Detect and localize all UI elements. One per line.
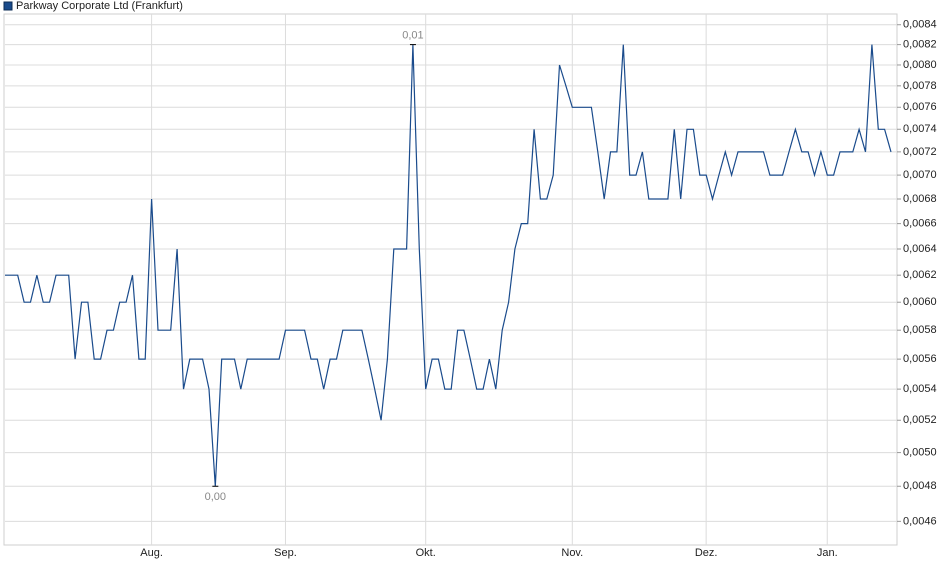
y-tick-label: 0,0068 (903, 193, 937, 205)
y-tick-label: 0,0060 (903, 296, 937, 308)
legend-swatch (3, 1, 13, 11)
y-tick-label: 0,0064 (903, 243, 937, 255)
y-tick-label: 0,0082 (903, 39, 937, 51)
y-tick-label: 0,0076 (903, 101, 937, 113)
y-tick-label: 0,0052 (903, 414, 937, 426)
y-tick-label: 0,0066 (903, 218, 937, 230)
x-tick-label: Sep. (274, 547, 297, 559)
value-label: 0,00 (205, 491, 226, 503)
y-tick-label: 0,0070 (903, 169, 937, 181)
value-label: 0,01 (402, 30, 423, 42)
y-tick-label: 0,0048 (903, 480, 937, 492)
y-tick-label: 0,0054 (903, 383, 937, 395)
y-tick-label: 0,0080 (903, 59, 937, 71)
y-tick-label: 0,0056 (903, 353, 937, 365)
plot-frame (3, 13, 898, 546)
y-tick-label: 0,0074 (903, 123, 937, 135)
y-tick-label: 0,0078 (903, 80, 937, 92)
y-tick-label: 0,0050 (903, 446, 937, 458)
x-tick-label: Okt. (416, 547, 436, 559)
x-tick-label: Jan. (817, 547, 838, 559)
y-tick-label: 0,0058 (903, 324, 937, 336)
x-tick-label: Dez. (695, 547, 718, 559)
y-tick-label: 0,0062 (903, 269, 937, 281)
x-tick-label: Aug. (140, 547, 163, 559)
price-line (5, 44, 892, 487)
y-tick-label: 0,0046 (903, 515, 937, 527)
x-tick-label: Nov. (561, 547, 583, 559)
y-tick-label: 0,0084 (903, 19, 937, 31)
legend-label: Parkway Corporate Ltd (Frankfurt) (16, 0, 183, 12)
y-tick-label: 0,0072 (903, 146, 937, 158)
